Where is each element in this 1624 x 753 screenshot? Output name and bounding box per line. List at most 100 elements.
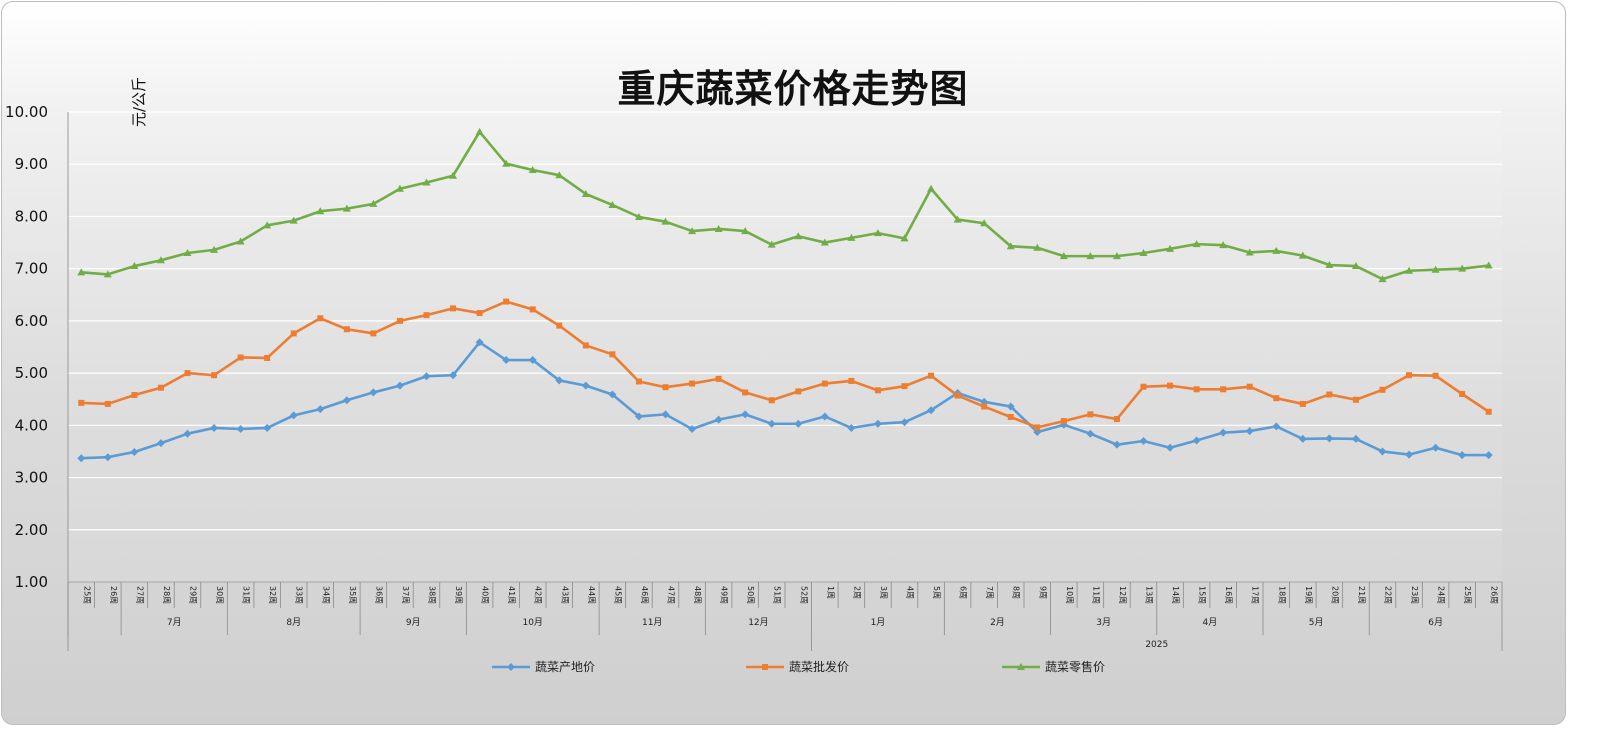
- data-point: [1351, 262, 1360, 270]
- data-point: [1192, 436, 1201, 445]
- data-point: [1007, 413, 1014, 420]
- data-point: [900, 418, 909, 427]
- data-point: [211, 372, 218, 379]
- data-point: [395, 184, 404, 192]
- data-point: [289, 216, 298, 224]
- x-tick-label: 34周: [321, 586, 330, 604]
- x-tick-label: 8周: [1012, 586, 1021, 599]
- data-point: [1140, 383, 1147, 390]
- x-tick-label: 39周: [454, 586, 463, 604]
- y-tick-label: 8.00: [15, 207, 48, 225]
- series-line: [81, 300, 1490, 429]
- x-tick-label: 33周: [295, 586, 304, 604]
- data-point: [555, 376, 564, 385]
- x-tick-label: 22周: [1384, 586, 1393, 604]
- data-point: [795, 388, 802, 395]
- month-label: 11月: [642, 617, 662, 628]
- data-point: [1432, 372, 1439, 379]
- data-point: [1459, 391, 1466, 397]
- data-point: [1006, 242, 1015, 250]
- data-point: [1059, 252, 1068, 260]
- data-point: [661, 217, 670, 225]
- x-tick-label: 25周: [82, 586, 91, 604]
- x-tick-label: 50周: [746, 586, 755, 604]
- data-point: [848, 377, 855, 384]
- data-point: [1139, 249, 1148, 256]
- data-point: [1431, 443, 1440, 452]
- data-point: [980, 219, 989, 227]
- data-point: [342, 396, 351, 405]
- legend-item: 蔬菜产地价: [492, 660, 595, 674]
- y-axis-label: 元/公斤: [130, 77, 148, 127]
- x-tick-label: 42周: [534, 586, 543, 604]
- data-point: [1458, 451, 1467, 460]
- legend-item: 蔬菜批发价: [746, 659, 849, 674]
- data-point: [1326, 391, 1333, 398]
- data-point: [847, 233, 856, 241]
- data-point: [900, 234, 909, 242]
- data-point: [1220, 386, 1227, 393]
- data-point: [1325, 261, 1334, 269]
- data-point: [528, 165, 537, 173]
- data-point: [342, 204, 351, 212]
- data-point: [1033, 243, 1042, 251]
- data-point: [1379, 386, 1386, 393]
- x-tick-label: 26周: [1490, 586, 1499, 604]
- data-point: [1034, 424, 1041, 431]
- x-tick-label: 25周: [1463, 586, 1472, 604]
- x-tick-label: 44周: [587, 586, 596, 604]
- data-point: [581, 381, 590, 390]
- data-point: [1017, 663, 1025, 670]
- data-point: [503, 298, 510, 305]
- data-point: [236, 237, 245, 245]
- legend-label: 蔬菜产地价: [535, 660, 595, 674]
- data-point: [1405, 266, 1414, 274]
- x-tick-label: 12周: [1118, 586, 1127, 604]
- data-point: [609, 351, 616, 358]
- x-tick-label: 36周: [374, 586, 383, 604]
- data-point: [688, 424, 697, 433]
- data-point: [1431, 265, 1440, 273]
- data-point: [1087, 411, 1094, 418]
- data-point: [316, 207, 325, 215]
- data-point: [767, 240, 776, 248]
- data-point: [873, 419, 882, 428]
- x-tick-label: 23周: [1410, 586, 1419, 604]
- x-tick-label: 40周: [481, 586, 490, 604]
- data-point: [184, 370, 191, 377]
- data-point: [1166, 244, 1175, 252]
- data-point: [768, 397, 775, 404]
- x-tick-label: 38周: [428, 586, 437, 604]
- data-point: [1405, 450, 1414, 459]
- month-label: 7月: [167, 617, 182, 628]
- data-point: [762, 664, 768, 670]
- x-tick-label: 30周: [215, 586, 224, 604]
- x-tick-label: 41周: [507, 586, 516, 604]
- data-point: [237, 354, 244, 361]
- data-point: [528, 356, 537, 365]
- data-point: [156, 439, 165, 448]
- data-point: [927, 406, 936, 415]
- x-tick-label: 10周: [1065, 586, 1074, 604]
- data-point: [634, 412, 643, 421]
- data-point: [1378, 447, 1387, 456]
- data-point: [767, 419, 776, 428]
- data-point: [476, 310, 483, 317]
- x-tick-label: 5周: [932, 586, 941, 599]
- data-point: [928, 372, 935, 379]
- month-label: 3月: [1096, 617, 1111, 628]
- chart-title: 重庆蔬菜价格走势图: [617, 66, 969, 111]
- x-tick-label: 31周: [242, 586, 251, 604]
- data-point: [264, 354, 271, 361]
- data-point: [1272, 422, 1281, 431]
- data-point: [901, 383, 908, 390]
- y-tick-label: 2.00: [15, 521, 48, 539]
- data-point: [1406, 372, 1413, 379]
- y-tick-label: 6.00: [15, 312, 48, 330]
- data-point: [1325, 434, 1334, 443]
- data-point: [954, 392, 961, 399]
- month-label: 12月: [748, 617, 768, 628]
- data-point: [1299, 400, 1306, 407]
- year-label: 2025: [1145, 640, 1168, 650]
- data-point: [794, 232, 803, 240]
